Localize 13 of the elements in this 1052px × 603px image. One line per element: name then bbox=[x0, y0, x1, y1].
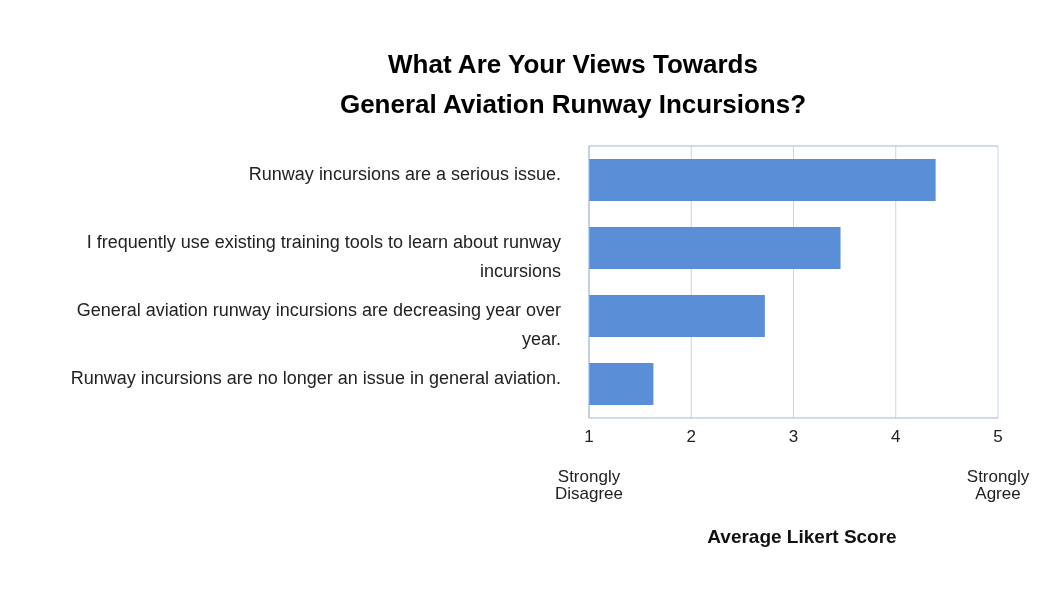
chart-title: What Are Your Views Towards General Aviation Runway Incursions? bbox=[338, 48, 808, 121]
y-tick-label: Runway incursions are no longer an issue in general aviation. bbox=[70, 368, 561, 388]
x-tick-label: 4 bbox=[891, 427, 901, 446]
text: Strongly Agree bbox=[966, 467, 1030, 504]
y-tick-label: I frequently use existing training tools to learn about runway incursions bbox=[86, 232, 561, 281]
x-axis-title: Average Likert Score bbox=[706, 526, 898, 548]
x-tick-label: 1 bbox=[584, 427, 594, 446]
x-tick-label: 2 bbox=[686, 427, 696, 446]
x-tick-label: 3 bbox=[788, 427, 799, 446]
text: Strongly Disagree bbox=[554, 467, 624, 504]
y-tick-label: Runway incursions are a serious issue. bbox=[248, 164, 561, 184]
y-tick-label: General aviation runway incursions are decreasing year over year. bbox=[76, 300, 561, 349]
x-tick-label: 5 bbox=[993, 427, 1003, 446]
